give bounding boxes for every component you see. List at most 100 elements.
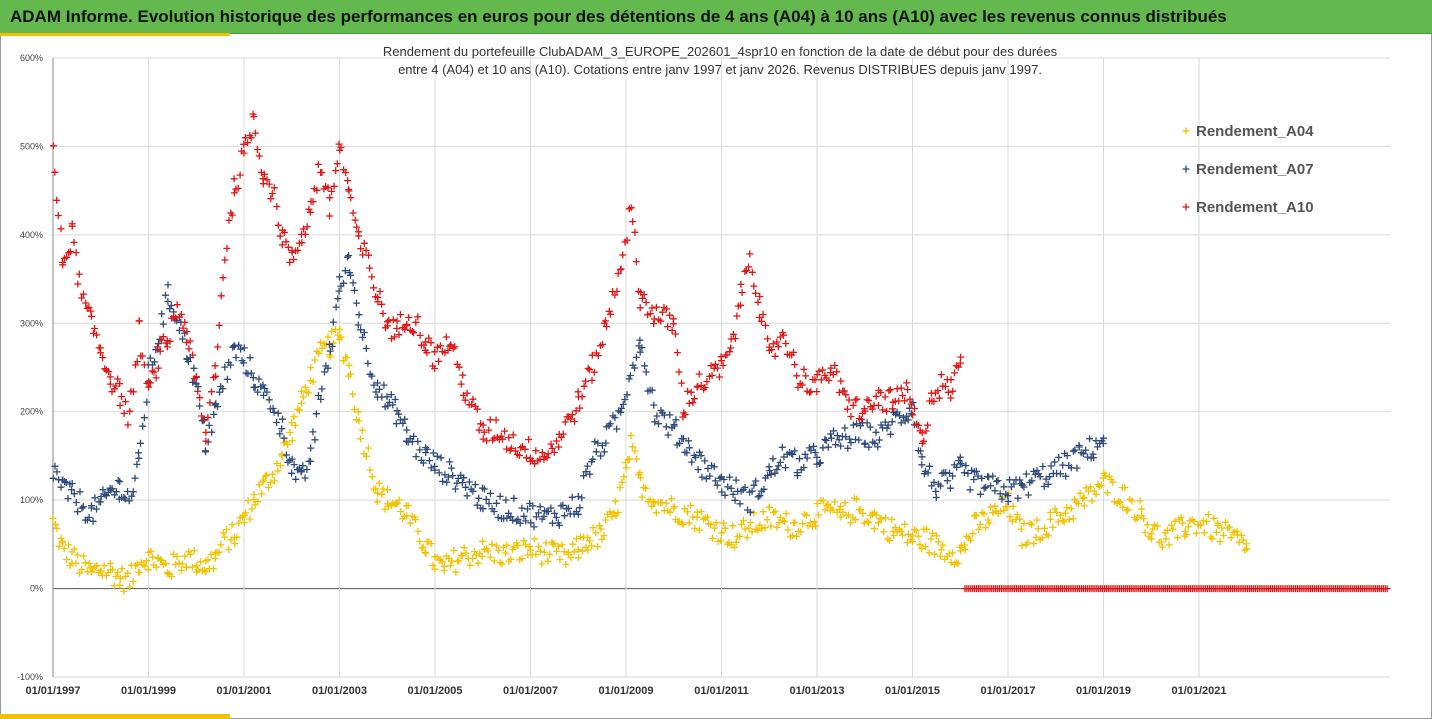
data-point bbox=[811, 449, 819, 456]
data-point bbox=[473, 405, 481, 413]
data-point bbox=[479, 421, 487, 429]
data-point bbox=[288, 248, 296, 256]
data-point bbox=[636, 304, 644, 312]
data-point bbox=[1227, 534, 1235, 542]
data-point bbox=[918, 461, 926, 469]
data-point bbox=[580, 472, 588, 480]
data-point bbox=[750, 481, 758, 489]
data-point bbox=[116, 380, 124, 388]
data-point bbox=[87, 307, 95, 315]
data-point bbox=[190, 547, 198, 555]
data-point bbox=[427, 464, 435, 472]
data-point bbox=[954, 560, 962, 567]
data-point bbox=[154, 343, 162, 351]
data-point bbox=[99, 486, 107, 494]
data-point bbox=[85, 514, 93, 521]
data-point bbox=[269, 405, 277, 412]
data-point bbox=[775, 519, 783, 527]
data-point bbox=[463, 389, 471, 397]
data-point bbox=[813, 453, 821, 461]
data-point bbox=[843, 405, 851, 413]
data-point bbox=[1128, 497, 1136, 505]
data-point bbox=[1010, 480, 1018, 488]
data-point bbox=[842, 433, 850, 441]
data-point bbox=[286, 258, 294, 266]
data-point bbox=[614, 508, 622, 516]
data-point bbox=[509, 431, 517, 439]
data-point bbox=[359, 251, 367, 259]
data-point bbox=[82, 299, 90, 307]
data-point bbox=[240, 344, 248, 352]
data-point bbox=[219, 529, 227, 537]
data-point bbox=[221, 256, 229, 264]
data-point bbox=[501, 427, 509, 435]
data-point bbox=[1024, 491, 1032, 499]
data-point bbox=[332, 303, 340, 311]
data-point bbox=[748, 487, 756, 495]
data-point bbox=[689, 399, 697, 407]
data-point bbox=[771, 352, 779, 360]
data-point bbox=[907, 400, 915, 408]
data-point bbox=[345, 361, 353, 369]
data-point bbox=[190, 364, 198, 372]
data-point bbox=[502, 496, 510, 504]
data-point bbox=[498, 560, 506, 568]
data-point bbox=[939, 541, 947, 549]
data-point bbox=[492, 416, 500, 424]
data-point bbox=[177, 310, 185, 318]
data-point bbox=[120, 493, 128, 501]
data-point bbox=[626, 372, 634, 379]
data-point bbox=[782, 464, 789, 472]
data-point bbox=[448, 464, 455, 472]
data-point bbox=[200, 416, 208, 424]
data-point bbox=[949, 472, 957, 480]
data-point bbox=[526, 546, 534, 554]
data-point bbox=[987, 482, 995, 490]
data-point bbox=[438, 558, 446, 566]
data-point bbox=[599, 340, 606, 348]
data-point bbox=[89, 517, 97, 525]
data-point bbox=[841, 499, 849, 507]
data-point bbox=[574, 546, 582, 554]
data-point bbox=[211, 362, 219, 370]
data-point bbox=[284, 243, 292, 251]
data-point bbox=[938, 469, 946, 477]
data-point bbox=[444, 473, 452, 481]
data-point bbox=[874, 443, 882, 451]
data-point bbox=[1383, 585, 1391, 593]
data-point bbox=[240, 359, 247, 367]
data-point bbox=[1106, 472, 1113, 480]
data-point bbox=[194, 387, 202, 395]
data-point bbox=[956, 453, 964, 461]
data-point bbox=[458, 552, 466, 560]
data-point bbox=[51, 520, 59, 528]
data-point bbox=[345, 187, 353, 195]
data-point bbox=[964, 470, 972, 477]
data-point bbox=[508, 444, 515, 452]
data-point bbox=[977, 490, 984, 498]
data-point bbox=[550, 448, 558, 456]
data-point bbox=[688, 458, 696, 466]
data-point bbox=[108, 566, 116, 573]
data-point bbox=[492, 542, 500, 550]
data-point bbox=[887, 430, 895, 438]
data-point bbox=[954, 363, 962, 371]
data-point bbox=[701, 384, 709, 391]
data-point bbox=[719, 519, 727, 527]
data-point bbox=[623, 236, 631, 244]
data-point bbox=[592, 448, 600, 456]
data-point bbox=[745, 524, 753, 532]
data-point bbox=[588, 376, 596, 384]
data-point bbox=[58, 538, 66, 545]
data-point bbox=[307, 364, 315, 372]
data-point bbox=[750, 282, 758, 290]
data-point bbox=[126, 583, 134, 591]
data-point bbox=[937, 552, 944, 560]
data-point bbox=[736, 532, 744, 540]
data-point bbox=[675, 368, 683, 376]
data-point bbox=[597, 452, 605, 460]
data-point bbox=[517, 444, 525, 452]
data-point bbox=[657, 317, 665, 325]
data-point bbox=[372, 485, 380, 493]
data-point bbox=[468, 401, 476, 408]
